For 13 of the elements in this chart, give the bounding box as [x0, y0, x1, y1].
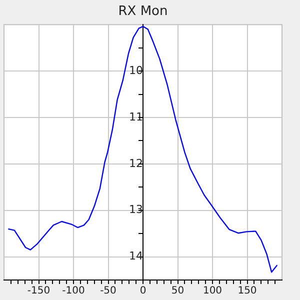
x-tick-label: -100 [62, 286, 85, 297]
y-tick-label: 13 [129, 203, 143, 216]
x-tick-label: 100 [202, 286, 222, 297]
x-tick-label: -150 [27, 286, 50, 297]
x-tick-label: 150 [238, 286, 257, 297]
y-tick-label: 12 [129, 156, 143, 170]
y-tick-label: 14 [129, 250, 143, 263]
x-tick-label: 0 [140, 286, 146, 297]
chart-title: RX Mon [118, 4, 168, 20]
y-tick-label: 10 [129, 64, 143, 77]
x-tick-label: 50 [171, 286, 184, 297]
y-tick-label: 11 [129, 110, 143, 124]
x-tick-label: -50 [100, 286, 116, 297]
